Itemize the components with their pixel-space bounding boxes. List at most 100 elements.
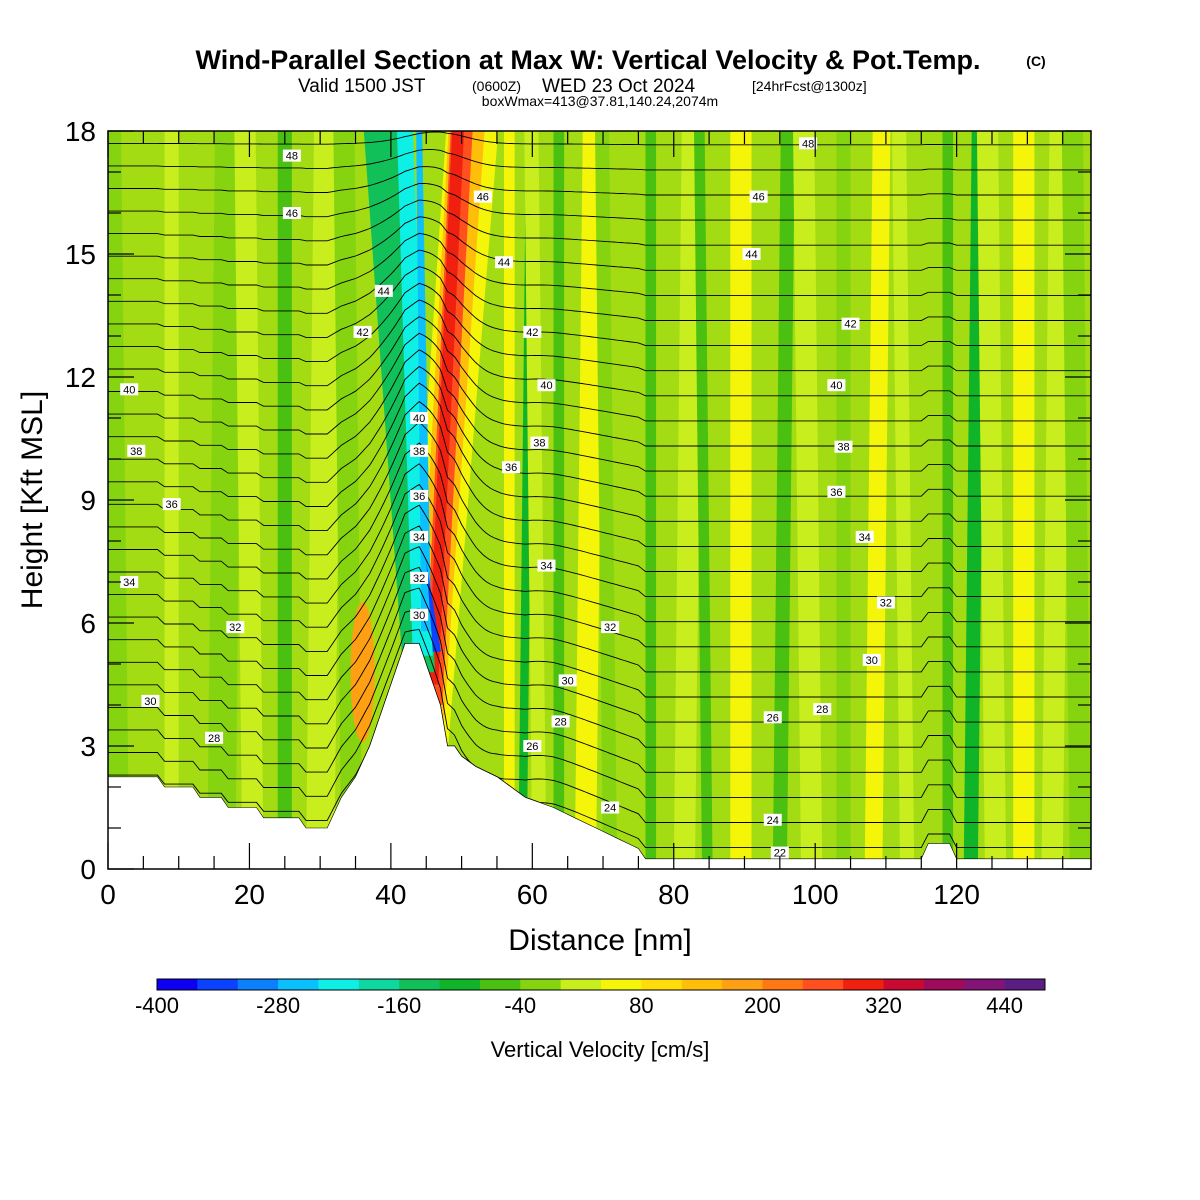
x-tick-label: 80 (658, 879, 689, 910)
svg-text:36: 36 (830, 487, 842, 499)
isentrope-label: 28 (205, 731, 224, 745)
isentrope (108, 546, 1091, 723)
svg-text:42: 42 (844, 319, 856, 331)
isentrope-label: 38 (834, 440, 853, 454)
isentrope-label: 44 (742, 248, 761, 261)
isentrope (108, 421, 1091, 572)
colorbar-tick-label: 80 (629, 993, 653, 1018)
colorbar-swatch (520, 979, 562, 990)
y-tick-label: 0 (80, 854, 96, 885)
isentrope-label: 46 (473, 190, 492, 204)
isentrope-label: 34 (410, 530, 429, 544)
x-tick-label: 20 (234, 879, 265, 910)
colorbar-swatch (237, 979, 279, 990)
isentrope (108, 199, 1091, 246)
svg-text:30: 30 (866, 655, 878, 667)
isentrope (108, 232, 1091, 296)
isentrope (108, 463, 1091, 623)
isentrope (108, 366, 1091, 497)
svg-text:46: 46 (286, 208, 298, 220)
velocity-band (1013, 131, 1035, 869)
colorbar-swatch (157, 979, 198, 990)
colorbar-tick-label: -40 (504, 993, 536, 1018)
svg-text:32: 32 (413, 573, 425, 585)
x-tick-label: 100 (792, 879, 839, 910)
isentrope (108, 249, 1091, 321)
velocity-band (645, 131, 657, 869)
isentrope-label: 32 (601, 621, 620, 634)
isentrope (108, 587, 1091, 773)
colorbar-tick-label: 200 (744, 993, 781, 1018)
isentrope (108, 401, 1091, 547)
svg-text:44: 44 (378, 286, 390, 298)
valid-prefix: Valid 1500 JST (298, 76, 426, 97)
colorbar-swatch (358, 979, 400, 990)
downdraft-core (426, 561, 441, 652)
svg-text:34: 34 (123, 577, 135, 589)
isentrope (108, 643, 1091, 849)
isentrope-label: 40 (537, 379, 556, 392)
velocity-band (730, 131, 752, 869)
svg-text:38: 38 (837, 442, 849, 454)
isentrope-label: 24 (763, 813, 782, 827)
isentrope (108, 282, 1091, 372)
colorbar-swatch (601, 979, 642, 990)
isentrope-label: 30 (862, 653, 881, 667)
chart-title: Wind-Parallel Section at Max W: Vertical… (196, 45, 981, 75)
velocity-band (673, 131, 703, 869)
isentrope (108, 183, 1091, 221)
isentrope-label: 40 (120, 383, 139, 396)
y-tick-labels: 0 3 6 9 12 15 18 (65, 116, 96, 885)
svg-text:26: 26 (526, 741, 538, 753)
svg-text:36: 36 (166, 499, 178, 511)
colorbar-tick-label: 440 (986, 993, 1023, 1018)
isentrope-label: 48 (282, 149, 301, 163)
velocity-band (1041, 131, 1071, 869)
isentrope (108, 332, 1091, 447)
isentrope (108, 266, 1091, 347)
svg-text:24: 24 (604, 803, 616, 815)
colorbar-swatch (722, 979, 763, 990)
isentrope-label: 44 (495, 256, 514, 269)
colorbar-swatch (762, 979, 804, 990)
valid-line: Valid 1500 JST (0600Z) WED 23 Oct 2024 [… (298, 76, 867, 97)
isentrope-label: 22 (770, 846, 789, 860)
colorbar-swatch (681, 979, 723, 990)
isentrope-label: 24 (601, 801, 620, 815)
colorbar-swatch (399, 979, 441, 990)
svg-text:44: 44 (745, 249, 757, 261)
plot-area: 48 46 44 42 40 38 36 34 32 30 28 46 44 42 40 38 36 34 32 30… (108, 131, 1091, 869)
x-tick-label: 120 (933, 879, 980, 910)
downdraft-strong (416, 131, 432, 632)
valid-zulu: (0600Z) (472, 78, 521, 94)
svg-text:30: 30 (413, 610, 425, 622)
y-tick-label: 9 (80, 485, 96, 516)
colorbar-tick-label: 320 (865, 993, 902, 1018)
isentrope-label: 40 (827, 379, 846, 392)
isentrope-label: 32 (410, 571, 429, 585)
isentrope-label: 36 (502, 461, 521, 474)
isentrope (108, 525, 1091, 698)
svg-text:30: 30 (562, 675, 574, 687)
svg-text:36: 36 (413, 491, 425, 503)
x-axis-title: Distance [nm] (508, 924, 691, 957)
isentrope-label: 28 (551, 715, 570, 728)
velocity-band (694, 131, 713, 869)
isentrope-label: 34 (855, 530, 874, 544)
isentrope-label: 38 (127, 444, 146, 458)
isentrope-label: 38 (530, 436, 549, 450)
velocity-band (772, 131, 795, 869)
velocity-band (574, 131, 604, 869)
velocity-band (504, 131, 515, 869)
isentrope-label: 26 (763, 711, 782, 724)
isentrope-label: 44 (374, 284, 393, 298)
x-tick-label: 0 (100, 879, 116, 910)
svg-text:28: 28 (554, 716, 566, 728)
isentrope-label: 30 (410, 608, 429, 622)
isentrope (108, 629, 1091, 823)
svg-text:38: 38 (533, 438, 545, 450)
box-wmax-info: boxWmax=413@37.81,140.24,2074m (482, 93, 718, 109)
isentrope-label: 32 (226, 621, 245, 634)
isentrope-label: 42 (841, 317, 860, 331)
svg-text:34: 34 (413, 532, 425, 544)
